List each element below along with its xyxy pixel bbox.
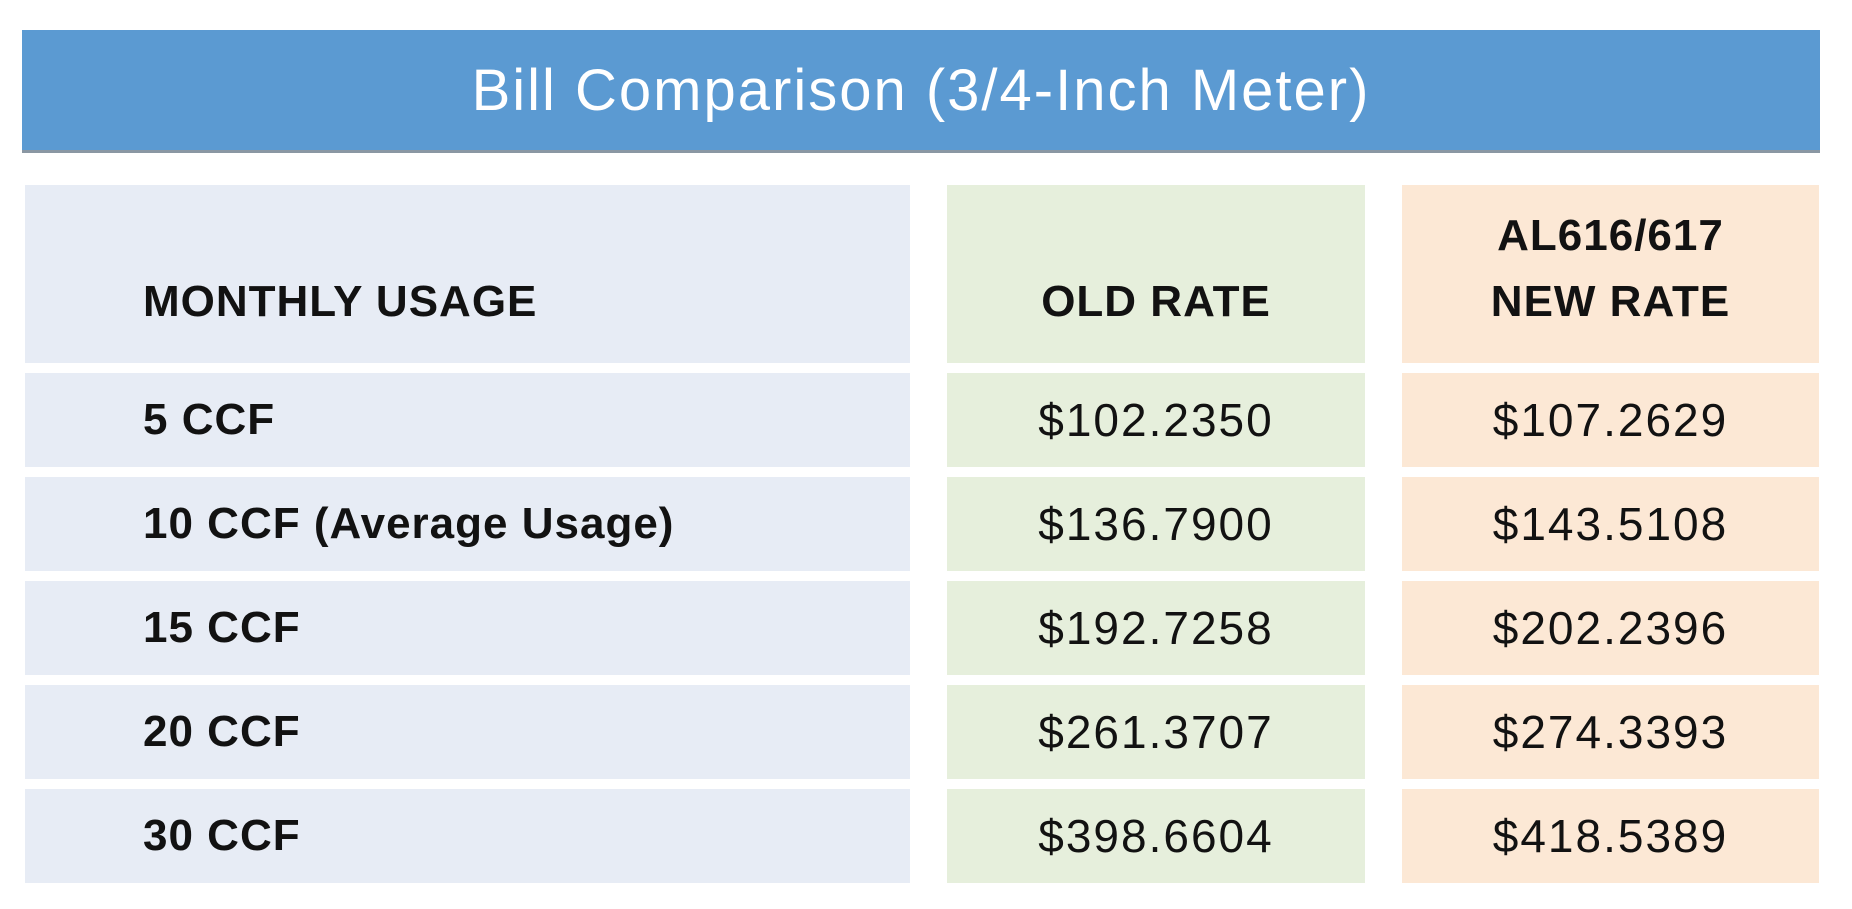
new-rate-cell: $202.2396 [1402, 581, 1819, 675]
new-rate-cell: $107.2629 [1402, 373, 1819, 467]
header-old-rate: OLD RATE [947, 185, 1365, 363]
table-title-banner: Bill Comparison (3/4-Inch Meter) [22, 30, 1820, 153]
usage-cell: 20 CCF [25, 685, 910, 779]
header-monthly-usage: MONTHLY USAGE [25, 185, 910, 363]
old-rate-cell: $192.7258 [947, 581, 1365, 675]
old-rate-cell: $102.2350 [947, 373, 1365, 467]
page-title: Bill Comparison (3/4-Inch Meter) [471, 57, 1371, 123]
usage-cell: 10 CCF (Average Usage) [25, 477, 910, 571]
old-rate-cell: $261.3707 [947, 685, 1365, 779]
old-rate-cell: $136.7900 [947, 477, 1365, 571]
new-rate-cell: $274.3393 [1402, 685, 1819, 779]
old-rate-cell: $398.6604 [947, 789, 1365, 883]
usage-cell: 30 CCF [25, 789, 910, 883]
new-rate-cell: $143.5108 [1402, 477, 1819, 571]
new-rate-cell: $418.5389 [1402, 789, 1819, 883]
bill-comparison-table: MONTHLY USAGE OLD RATE AL616/617 NEW RAT… [25, 185, 1819, 883]
usage-cell: 5 CCF [25, 373, 910, 467]
usage-cell: 15 CCF [25, 581, 910, 675]
header-new-rate: AL616/617 NEW RATE [1402, 185, 1819, 363]
